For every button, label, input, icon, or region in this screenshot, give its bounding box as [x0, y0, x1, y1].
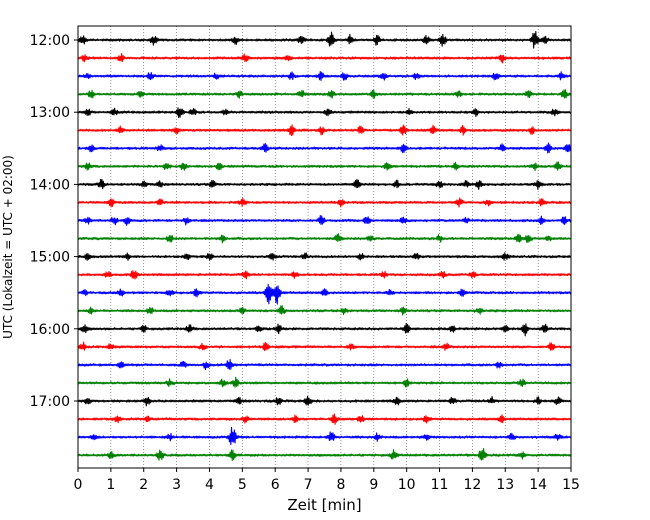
x-tick-label-13: 13: [496, 477, 514, 493]
trace-13:15: [77, 124, 572, 137]
trace-13:45: [77, 161, 572, 171]
seismogram-traces: [77, 31, 572, 462]
trace-12:45: [77, 89, 572, 99]
x-axis: 0 1 2 3 4 5 6 7 8 9 10 11 12 13 14 15: [74, 468, 580, 493]
x-tick-label-14: 14: [529, 477, 547, 493]
x-tick-label-3: 3: [172, 477, 181, 493]
y-tick-label-12:00: 12:00: [30, 33, 70, 49]
x-tick-label-0: 0: [74, 477, 83, 493]
x-tick-label-4: 4: [205, 477, 214, 493]
trace-17:45: [77, 447, 572, 462]
y-tick-label-15:00: 15:00: [30, 250, 70, 266]
trace-15:15: [77, 269, 572, 280]
y-tick-label-14:00: 14:00: [30, 177, 70, 193]
x-tick-label-8: 8: [336, 477, 345, 493]
x-tick-label-15: 15: [562, 477, 580, 493]
y-tick-label-16:00: 16:00: [30, 322, 70, 338]
trace-16:45: [77, 376, 572, 388]
trace-14:15: [77, 197, 572, 208]
trace-12:15: [77, 53, 572, 64]
trace-14:45: [77, 233, 572, 244]
trace-12:30: [77, 71, 572, 81]
x-tick-label-11: 11: [431, 477, 449, 493]
trace-13:00: [77, 107, 572, 119]
y-tick-label-13:00: 13:00: [30, 105, 70, 121]
plot-frame: [77, 25, 572, 469]
trace-17:15: [77, 413, 572, 425]
trace-14:30: [77, 215, 572, 226]
trace-16:00: [77, 323, 572, 337]
x-tick-label-1: 1: [106, 477, 115, 493]
trace-15:00: [77, 252, 572, 261]
x-tick-label-7: 7: [304, 477, 313, 493]
x-tick-label-9: 9: [369, 477, 378, 493]
x-tick-label-6: 6: [271, 477, 280, 493]
x-tick-label-12: 12: [463, 477, 481, 493]
y-axis-title: UTC (Lokalzeit = UTC + 02:00): [1, 155, 15, 339]
x-tick-label-10: 10: [398, 477, 416, 493]
x-axis-title: Zeit [min]: [287, 496, 361, 514]
trace-13:30: [77, 142, 572, 154]
x-tick-label-5: 5: [238, 477, 247, 493]
trace-16:30: [77, 358, 572, 370]
y-tick-label-17:00: 17:00: [30, 394, 70, 410]
y-axis: 12:00 13:00 14:00 15:00 16:00 17:00: [30, 33, 78, 410]
trace-17:30: [77, 426, 572, 446]
trace-15:45: [77, 305, 572, 316]
trace-12:00: [77, 31, 572, 49]
trace-17:00: [77, 395, 572, 407]
trace-14:00: [77, 178, 572, 191]
trace-15:30: [77, 283, 572, 305]
x-tick-label-2: 2: [139, 477, 148, 493]
trace-16:15: [77, 341, 572, 352]
